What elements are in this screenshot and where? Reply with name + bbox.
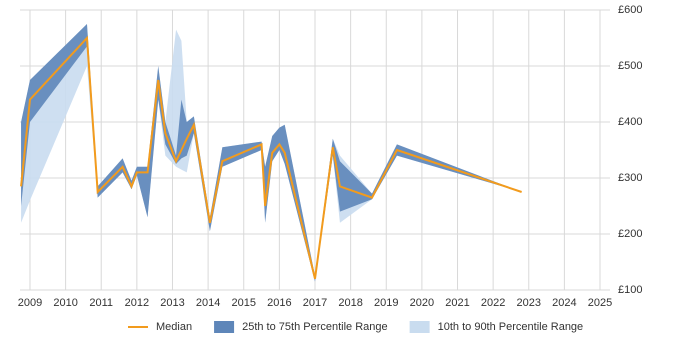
y-tick-label: £200 bbox=[618, 228, 642, 240]
legend-swatch bbox=[409, 321, 430, 333]
y-tick-label: £500 bbox=[618, 60, 642, 72]
x-tick-label: 2024 bbox=[552, 297, 576, 309]
legend-swatch bbox=[214, 321, 235, 333]
x-tick-label: 2010 bbox=[53, 297, 77, 309]
x-tick-label: 2017 bbox=[303, 297, 327, 309]
y-tick-label: £300 bbox=[618, 172, 642, 184]
x-tick-label: 2022 bbox=[481, 297, 505, 309]
median-line bbox=[20, 35, 522, 280]
y-tick-label: £400 bbox=[618, 116, 642, 128]
x-tick-label: 2015 bbox=[232, 297, 256, 309]
x-tick-label: 2014 bbox=[196, 297, 220, 309]
x-tick-label: 2019 bbox=[374, 297, 398, 309]
x-tick-label: 2012 bbox=[125, 297, 149, 309]
y-tick-label: £100 bbox=[618, 284, 642, 296]
x-tick-label: 2025 bbox=[588, 297, 612, 309]
x-tick-label: 2018 bbox=[338, 297, 362, 309]
x-tick-label: 2011 bbox=[89, 297, 113, 309]
legend-label: 25th to 75th Percentile Range bbox=[242, 321, 388, 333]
legend-label: 10th to 90th Percentile Range bbox=[438, 321, 584, 333]
legend-label: Median bbox=[156, 321, 192, 333]
x-tick-label: 2013 bbox=[160, 297, 184, 309]
x-tick-label: 2016 bbox=[267, 297, 291, 309]
y-tick-label: £600 bbox=[618, 4, 642, 16]
x-tick-label: 2009 bbox=[18, 297, 42, 309]
x-tick-label: 2021 bbox=[445, 297, 469, 309]
x-tick-label: 2023 bbox=[517, 297, 541, 309]
x-tick-label: 2020 bbox=[410, 297, 434, 309]
